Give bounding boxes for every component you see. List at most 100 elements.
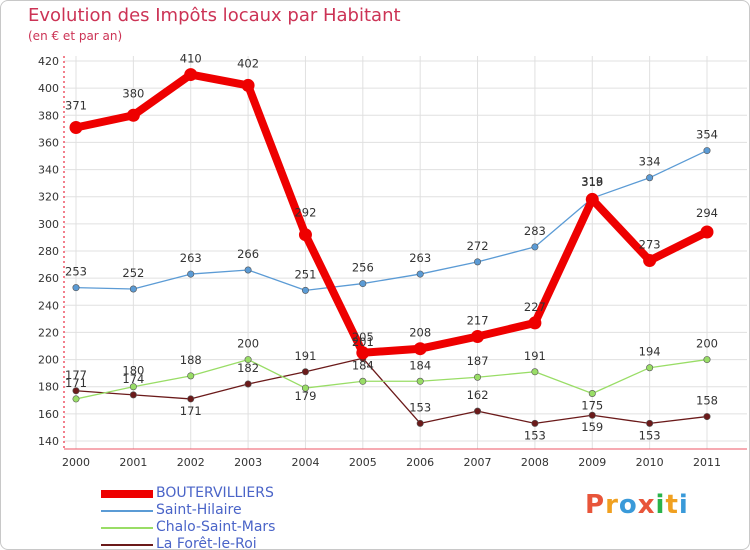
y-tick-label: 280 <box>38 245 59 258</box>
data-label: 187 <box>467 354 489 368</box>
data-label: 294 <box>696 206 718 220</box>
logo-letter: r <box>605 490 619 520</box>
data-point <box>301 286 309 294</box>
data-label: 200 <box>237 337 259 351</box>
x-tick-label: 2008 <box>521 456 549 469</box>
data-label: 263 <box>180 251 202 265</box>
data-label: 184 <box>409 358 431 372</box>
legend-swatch <box>101 527 153 529</box>
logo-letter: i <box>678 490 689 520</box>
data-label: 273 <box>639 238 661 252</box>
data-point <box>646 174 654 182</box>
y-tick-label: 300 <box>38 218 59 231</box>
data-label: 227 <box>524 300 546 314</box>
data-label: 153 <box>524 428 546 442</box>
data-label: 159 <box>581 420 603 434</box>
x-tick-label: 2001 <box>119 456 147 469</box>
y-tick-label: 160 <box>38 408 59 421</box>
data-point <box>474 373 482 381</box>
data-label: 252 <box>122 266 144 280</box>
data-point <box>646 364 654 372</box>
data-point <box>646 419 654 427</box>
legend-swatch <box>101 544 153 546</box>
chart-title: Evolution des Impôts locaux par Habitant <box>28 5 401 26</box>
legend-label: Chalo-Saint-Mars <box>156 519 276 535</box>
data-point <box>359 377 367 385</box>
data-label: 208 <box>409 326 431 340</box>
data-label: 319 <box>581 175 603 189</box>
data-label: 171 <box>180 404 202 418</box>
data-label: 410 <box>180 52 202 66</box>
data-label: 283 <box>524 224 546 238</box>
legend-swatch <box>101 490 153 498</box>
x-tick-label: 2009 <box>578 456 606 469</box>
y-tick-label: 140 <box>38 435 59 448</box>
data-point <box>588 389 596 397</box>
axis-layer: 140 160 180 200 220 240 260 280 300 320 340 360 380 4… <box>38 55 747 469</box>
data-label: 380 <box>122 86 144 100</box>
data-label: 201 <box>352 335 374 349</box>
data-label: 162 <box>467 388 489 402</box>
data-point <box>474 258 482 266</box>
data-label: 272 <box>467 239 489 253</box>
series-layer <box>69 68 714 427</box>
series-line-chalo-saint-mars <box>75 358 708 400</box>
legend-label: La Forêt-le-Roi <box>156 536 257 550</box>
data-label: 292 <box>294 206 316 220</box>
data-point <box>416 377 424 385</box>
legend-label: Saint-Hilaire <box>156 502 242 518</box>
data-point <box>129 285 137 293</box>
data-point <box>356 346 370 360</box>
data-point <box>528 316 542 330</box>
x-tick-label: 2005 <box>349 456 377 469</box>
y-tick-label: 380 <box>38 109 59 122</box>
data-point <box>585 192 599 206</box>
x-tick-label: 2000 <box>62 456 90 469</box>
data-point <box>471 330 485 343</box>
data-point <box>301 384 309 392</box>
data-label: 318 <box>581 174 603 188</box>
data-label: 205 <box>352 330 374 344</box>
data-label: 171 <box>65 376 87 390</box>
logo-letter: t <box>665 490 679 520</box>
y-tick-label: 400 <box>38 82 59 95</box>
data-label: 402 <box>237 56 259 70</box>
data-label: 158 <box>696 394 718 408</box>
y-tick-label: 180 <box>38 381 59 394</box>
data-label: 188 <box>180 353 202 367</box>
data-label-layer: 177 174 171 182 191 201 153 162 153 159 153 158 171 1… <box>65 52 718 443</box>
data-label: 174 <box>122 372 144 386</box>
data-label: 191 <box>524 349 546 363</box>
legend-swatch <box>101 510 153 512</box>
data-point <box>531 243 539 251</box>
series-line-saint-hilaire <box>75 149 708 292</box>
data-point <box>703 356 711 364</box>
data-point <box>129 391 137 399</box>
data-point <box>703 147 711 155</box>
data-point <box>703 413 711 421</box>
x-tick-label: 2011 <box>693 456 721 469</box>
y-tick-label: 360 <box>38 136 59 149</box>
x-tick-label: 2007 <box>464 456 492 469</box>
data-point <box>126 108 140 122</box>
legend-label: BOUTERVILLIERS <box>156 485 274 501</box>
data-point <box>301 368 309 376</box>
data-point <box>359 280 367 288</box>
data-label: 253 <box>65 265 87 279</box>
data-point <box>531 419 539 427</box>
data-point <box>700 225 714 239</box>
series-line-la-for-t-le-roi <box>75 357 708 425</box>
data-label: 191 <box>294 349 316 363</box>
data-label: 179 <box>294 389 316 403</box>
data-point <box>298 228 312 242</box>
data-point <box>416 270 424 278</box>
y-tick-label: 420 <box>38 55 59 68</box>
y-tick-label: 220 <box>38 326 59 339</box>
logo-letter: x <box>637 490 656 520</box>
x-tick-label: 2010 <box>636 456 664 469</box>
grid-layer <box>64 56 747 449</box>
data-label: 354 <box>696 128 718 142</box>
data-label: 180 <box>122 364 144 378</box>
data-point <box>244 356 252 364</box>
